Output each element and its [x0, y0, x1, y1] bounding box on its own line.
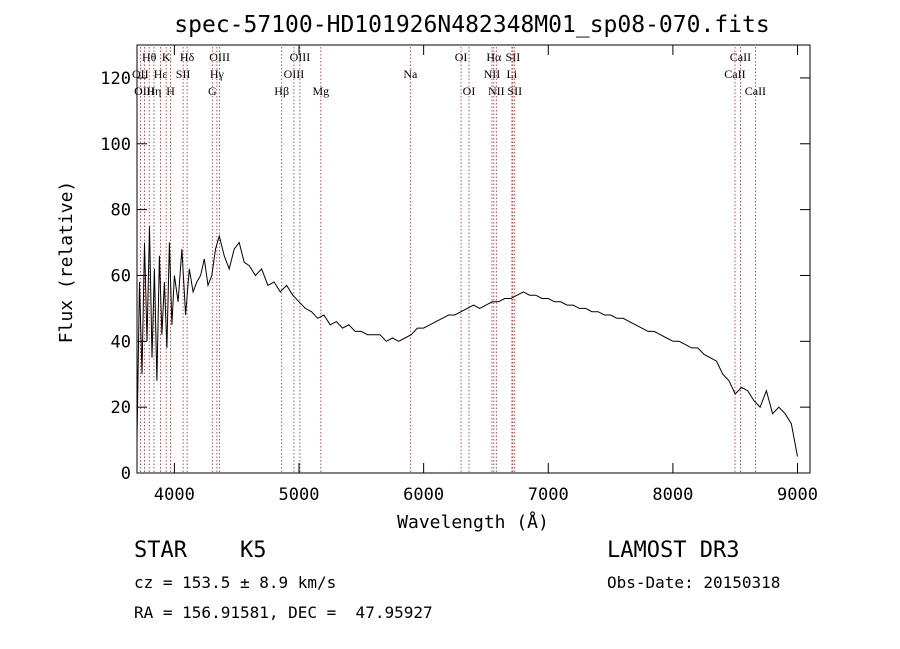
- line-label-18: OI: [463, 84, 476, 98]
- line-label-17: OI: [455, 50, 468, 64]
- line-label-0: Hθ: [142, 50, 157, 64]
- line-label-21: NII: [488, 84, 505, 98]
- line-label-25: CaII: [730, 50, 751, 64]
- line-label-7: H: [166, 84, 175, 98]
- x-tick-label-2: 6000: [403, 485, 444, 505]
- obs-date-label: Obs-Date: 20150318: [607, 573, 781, 592]
- line-label-9: OIII: [209, 50, 230, 64]
- plot-frame: [136, 44, 811, 474]
- line-label-4: Hε: [154, 67, 168, 81]
- survey-label: LAMOST DR3: [607, 538, 740, 563]
- line-label-26: CaII: [724, 67, 745, 81]
- line-label-14: OIII: [284, 67, 305, 81]
- line-label-20: NII: [484, 67, 501, 81]
- x-tick-label-0: 4000: [154, 485, 195, 505]
- line-label-5: Hη: [146, 84, 161, 98]
- y-tick-label-3: 60: [111, 266, 131, 286]
- line-label-13: OIII: [290, 50, 311, 64]
- line-label-2: OIII: [134, 84, 155, 98]
- coords-label: RA = 156.91581, DEC = 47.95927: [134, 603, 433, 622]
- y-tick-label-6: 120: [100, 69, 131, 89]
- spectrum-line: [136, 226, 798, 457]
- line-label-16: Na: [403, 67, 418, 81]
- line-label-19: Hα: [486, 50, 502, 64]
- chart-title: spec-57100-HD101926N482348M01_sp08-070.f…: [174, 12, 769, 38]
- x-tick-label-4: 8000: [652, 485, 693, 505]
- y-axis-label: Flux (relative): [56, 181, 77, 344]
- axes: 4000 5000 6000 7000 8000 9000 0 20 40 60 80 100 120: [100, 45, 818, 505]
- y-tick-label-0: 0: [121, 464, 131, 484]
- line-label-12: Hβ: [274, 84, 289, 98]
- y-tick-label-2: 40: [111, 332, 131, 352]
- x-tick-label-3: 7000: [528, 485, 569, 505]
- line-label-8: Hδ: [180, 50, 195, 64]
- line-label-15: Mg: [312, 84, 329, 98]
- line-label-11: G: [208, 84, 217, 98]
- line-label-27: CaII: [745, 84, 766, 98]
- line-label-22: SII: [506, 50, 521, 64]
- line-label-10: Hγ: [210, 67, 225, 81]
- y-tick-label-5: 100: [100, 135, 131, 155]
- x-tick-label-1: 5000: [279, 485, 320, 505]
- x-axis-label: Wavelength (Å): [397, 511, 549, 533]
- line-label-6: SII: [176, 67, 191, 81]
- y-tick-label-4: 80: [111, 201, 131, 221]
- line-label-3: K: [162, 50, 171, 64]
- y-tick-label-1: 20: [111, 398, 131, 418]
- class-label: STAR: [134, 538, 187, 563]
- line-label-1: OII: [132, 67, 149, 81]
- subclass-label: K5: [240, 538, 267, 563]
- x-tick-label-5: 9000: [777, 485, 818, 505]
- redshift-label: cz = 153.5 ± 8.9 km/s: [134, 573, 337, 592]
- line-label-23: Li: [507, 67, 518, 81]
- line-label-24: SII: [507, 84, 522, 98]
